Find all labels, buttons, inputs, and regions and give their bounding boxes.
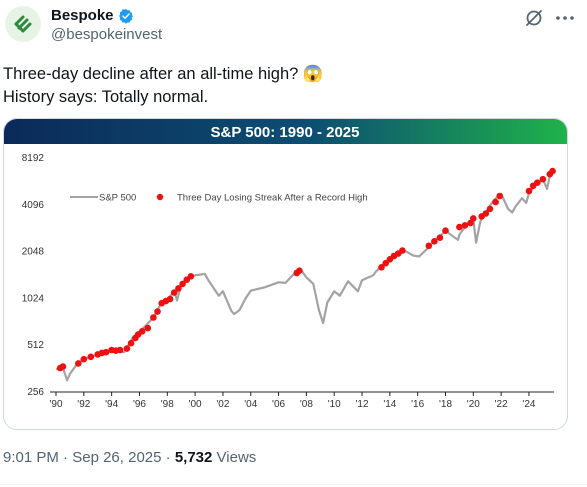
x-axis: '90 '92 '94 '96 '98 '00 '02 '04 '06 '08 '10 '12 '14 '… <box>49 391 554 410</box>
author-name-row: Bespoke <box>51 7 134 24</box>
x-tick-label: '10 <box>328 399 341 410</box>
y-tick-label: 1024 <box>22 293 45 304</box>
streak-dot <box>138 328 146 335</box>
streak-dot <box>470 215 477 222</box>
streak-dot <box>534 179 541 186</box>
streak-dot <box>539 175 547 183</box>
streak-dot <box>175 285 182 292</box>
streak-dot <box>116 346 124 354</box>
streak-dot <box>425 242 433 250</box>
divider <box>0 484 587 485</box>
x-tick-label: '20 <box>467 399 480 410</box>
verified-badge-icon <box>118 8 133 24</box>
streak-dot <box>87 353 95 361</box>
streak-dot <box>166 295 174 303</box>
streak-dot <box>150 314 157 321</box>
streak-dot <box>80 355 88 363</box>
streak-dot <box>492 198 499 206</box>
x-tick-label: '00 <box>189 399 202 410</box>
chart-legend: S&P 500 Three Day Losing Streak After a … <box>70 193 368 204</box>
streak-dot <box>431 238 438 245</box>
streak-dot <box>59 363 67 370</box>
streak-dot <box>144 324 152 332</box>
legend-dot-label: Three Day Losing Streak After a Record H… <box>177 193 368 204</box>
more-icon[interactable] <box>553 8 577 28</box>
x-tick-label: '16 <box>411 399 424 410</box>
y-axis: 256 512 1024 2048 4096 8192 <box>22 153 45 398</box>
x-tick-label: '04 <box>244 399 257 410</box>
tweet-time[interactable]: 9:01 PM <box>3 449 59 466</box>
x-tick-label: '22 <box>495 399 508 410</box>
x-tick-label: '06 <box>272 399 285 410</box>
x-tick-label: '18 <box>439 399 452 410</box>
legend-dot-swatch <box>156 193 164 201</box>
streak-dot <box>296 267 303 274</box>
x-tick-label: '94 <box>105 399 118 410</box>
streak-dot <box>436 234 444 241</box>
x-tick-label: '96 <box>133 399 146 410</box>
x-tick-label: '98 <box>161 399 174 410</box>
avatar[interactable] <box>5 6 41 42</box>
tweet-text: Three-day decline after an all-time high… <box>3 63 323 109</box>
x-tick-label: '90 <box>49 399 62 410</box>
streak-dot <box>549 167 556 175</box>
streak-dot <box>442 227 449 234</box>
streak-dot <box>127 339 135 347</box>
legend-line-label: S&P 500 <box>99 193 136 204</box>
tweet-date[interactable]: Sep 26, 2025 <box>72 449 162 466</box>
streak-dot <box>179 280 186 288</box>
y-tick-label: 512 <box>27 340 44 351</box>
streak-dot <box>154 308 161 315</box>
tweet-meta: 9:01 PM · Sep 26, 2025 · 5,732 Views <box>3 449 256 466</box>
x-tick-label: '02 <box>216 399 229 410</box>
streak-dot <box>382 259 390 267</box>
streak-dot <box>187 273 195 280</box>
streak-dot <box>456 223 463 231</box>
x-tick-label: '08 <box>300 399 313 410</box>
streak-dot <box>170 289 178 296</box>
chart-title: S&P 500: 1990 - 2025 <box>211 124 360 141</box>
x-tick-label: '92 <box>77 399 90 410</box>
series-three-day-streak <box>56 167 556 372</box>
x-tick-label: '14 <box>383 399 396 410</box>
sp500-chart: S&P 500: 1990 - 2025 256 512 1024 2048 4096 8… <box>4 119 567 410</box>
streak-dot <box>75 360 82 367</box>
streak-dot <box>525 187 533 195</box>
x-tick-label: '12 <box>356 399 369 410</box>
bespoke-logo-icon <box>14 15 32 33</box>
meta-separator-2: · <box>165 449 171 466</box>
author-handle[interactable]: @bespokeinvest <box>51 26 163 43</box>
views-label: Views <box>216 449 257 466</box>
chart-title-bar <box>4 119 567 144</box>
tweet-text-line-2: History says: Totally normal. <box>3 88 209 106</box>
streak-dot <box>461 222 469 229</box>
streak-dot <box>482 210 490 217</box>
tweet-text-line-1: Three-day decline after an all-time high… <box>3 65 324 83</box>
streak-dot <box>102 348 110 356</box>
y-tick-label: 8192 <box>22 153 45 164</box>
streak-dot <box>486 205 494 213</box>
meta-separator: · <box>63 449 69 466</box>
author-display-name[interactable]: Bespoke <box>51 7 114 24</box>
streak-dot <box>378 264 385 271</box>
streak-dot <box>399 247 406 254</box>
tweet-media-chart[interactable]: S&P 500: 1990 - 2025 256 512 1024 2048 4096 8… <box>3 118 568 430</box>
streak-dot <box>496 192 504 200</box>
y-tick-label: 256 <box>27 387 44 398</box>
grok-icon[interactable] <box>524 8 544 28</box>
y-tick-label: 4096 <box>22 200 45 211</box>
x-tick-label: '24 <box>522 399 535 410</box>
views-count: 5,732 <box>174 449 213 466</box>
y-tick-label: 2048 <box>22 247 45 258</box>
streak-dot <box>123 345 131 352</box>
